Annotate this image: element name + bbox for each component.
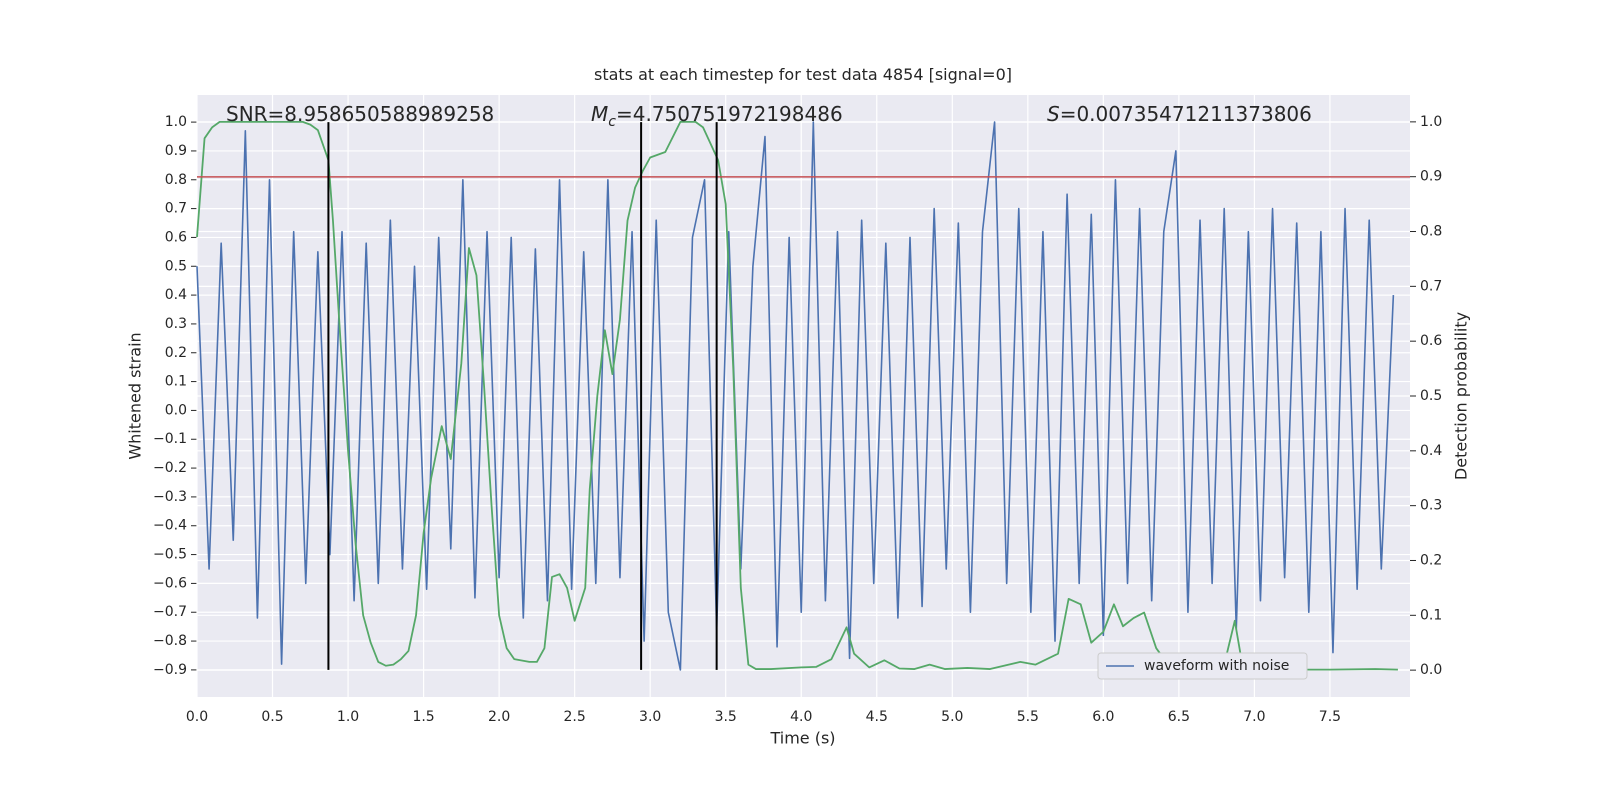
y-tick-label: −0.1	[153, 431, 187, 447]
y-tick-label: −0.7	[153, 604, 187, 620]
y-tick-label: 0.6	[165, 229, 187, 245]
x-tick-label: 2.5	[564, 709, 586, 725]
y2-tick-label: 0.2	[1420, 552, 1442, 568]
x-tick-label: 2.0	[488, 709, 510, 725]
y2-tick-label: 0.5	[1420, 388, 1442, 404]
x-tick-label: 4.0	[790, 709, 812, 725]
y2-axis-label: Detection probability	[1452, 312, 1471, 480]
y-tick-label: −0.2	[153, 460, 187, 476]
y-tick-label: −0.4	[153, 518, 187, 534]
x-tick-label: 3.0	[639, 709, 661, 725]
x-tick-label: 5.0	[941, 709, 963, 725]
y-tick-label: 0.9	[165, 143, 187, 159]
y-tick-label: 0.8	[165, 172, 187, 188]
y-tick-label: 0.0	[165, 402, 187, 418]
y-tick-label: −0.6	[153, 575, 187, 591]
x-tick-label: 3.5	[715, 709, 737, 725]
y-tick-label: 0.2	[165, 345, 187, 361]
annotation: SNR=8.958650588989258	[226, 102, 494, 126]
y-tick-label: −0.5	[153, 547, 187, 563]
y2-tick-label: 0.3	[1420, 498, 1442, 514]
y-tick-label: 0.4	[165, 287, 187, 303]
x-tick-label: 6.0	[1092, 709, 1114, 725]
x-tick-label: 7.5	[1319, 709, 1341, 725]
data-line	[196, 120, 1398, 671]
x-axis-label: Time (s)	[769, 729, 835, 748]
y2-tick-label: 0.4	[1420, 443, 1442, 459]
data-line	[196, 121, 1395, 671]
x-tick-label: 6.5	[1168, 709, 1190, 725]
y2-tick-label: 0.9	[1420, 169, 1442, 185]
annotation: Mc=4.750751972198486	[591, 102, 843, 130]
legend-box	[1097, 652, 1308, 680]
y-tick-label: 0.7	[165, 201, 187, 217]
y-tick-label: −0.8	[153, 633, 187, 649]
x-tick-label: 0.0	[186, 709, 208, 725]
annotation-value: =0.00735471211373806	[1060, 102, 1312, 126]
annotation: S=0.00735471211373806	[1047, 102, 1312, 126]
x-tick-label: 4.5	[866, 709, 888, 725]
x-tick-label: 7.0	[1243, 709, 1265, 725]
y-tick-label: 1.0	[165, 114, 187, 130]
annotation-symbol: M	[591, 102, 608, 126]
legend-label: waveform with noise	[1144, 658, 1289, 674]
x-tick-label: 1.5	[412, 709, 434, 725]
annotation-symbol: S	[1047, 102, 1060, 126]
y-tick-label: 0.1	[165, 374, 187, 390]
x-tick-label: 5.5	[1017, 709, 1039, 725]
y2-tick-label: 0.7	[1420, 278, 1442, 294]
y2-tick-label: 0.0	[1420, 662, 1442, 678]
x-tick-label: 1.0	[337, 709, 359, 725]
y2-tick-label: 0.1	[1420, 607, 1442, 623]
y-axis-label: Whitened strain	[126, 332, 145, 459]
y2-tick-label: 0.8	[1420, 224, 1442, 240]
y-tick-label: −0.9	[153, 662, 187, 678]
y-tick-label: 0.5	[165, 258, 187, 274]
y-tick-label: 0.3	[165, 316, 187, 332]
annotation-value: =4.750751972198486	[616, 102, 843, 126]
chart-title: stats at each timestep for test data 485…	[594, 65, 1012, 84]
y-tick-label: −0.3	[153, 489, 187, 505]
y2-tick-label: 0.6	[1420, 333, 1442, 349]
x-tick-label: 0.5	[261, 709, 283, 725]
y2-tick-label: 1.0	[1420, 114, 1442, 130]
annotation-subscript: c	[608, 114, 616, 130]
